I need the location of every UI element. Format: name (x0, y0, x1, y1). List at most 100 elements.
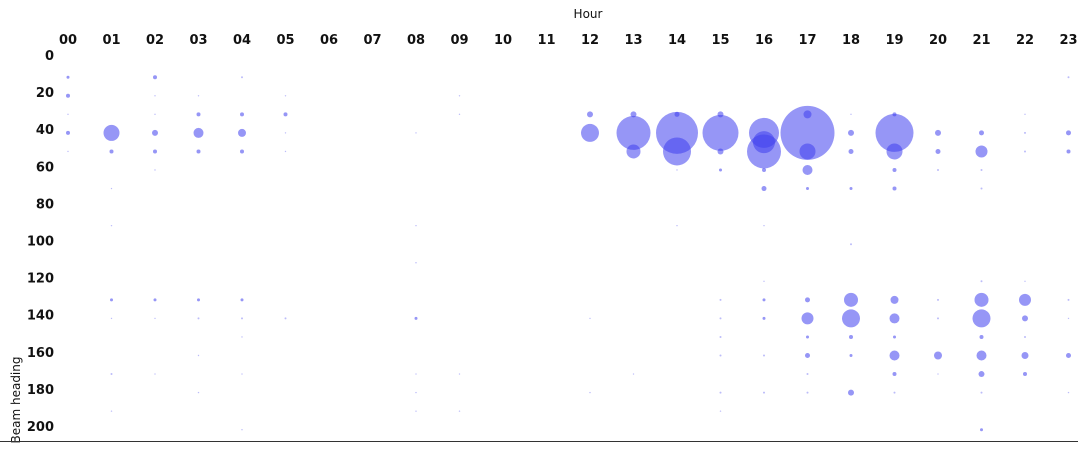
bubble-point (980, 391, 983, 394)
bubble-point (415, 224, 417, 227)
bubble-point (415, 391, 417, 394)
x-tick-label: 18 (842, 33, 860, 48)
bubble-point (844, 292, 858, 307)
bubble-point (415, 262, 417, 264)
bubble-point (976, 350, 987, 361)
bubble-point (980, 187, 983, 190)
y-tick-label: 0 (45, 49, 54, 64)
bubble-point (630, 111, 637, 118)
bubble-point (66, 75, 70, 79)
bubble-point (719, 410, 722, 412)
bubble-point (458, 113, 461, 116)
bubble-point (1024, 113, 1026, 116)
bubble-point (154, 317, 156, 320)
x-tick-label: 23 (1059, 33, 1077, 48)
bubble-point (763, 391, 765, 394)
bubble-point (197, 298, 200, 302)
x-tick-label: 12 (581, 33, 599, 48)
bubble-point (1066, 130, 1071, 136)
y-tick-label: 40 (36, 123, 54, 138)
bubble-point (1066, 149, 1071, 154)
bubble-point (979, 334, 984, 339)
bubble-point (934, 351, 942, 360)
x-axis-title: Hour (574, 7, 603, 21)
bubble-point (589, 391, 591, 394)
bubble-point (153, 149, 157, 154)
bubble-point (1019, 293, 1031, 306)
bubble-point (842, 309, 860, 328)
bubble-point (67, 150, 69, 153)
bubble-point (154, 113, 156, 116)
bubble-point (806, 187, 809, 191)
bubble-point (717, 148, 724, 155)
bubble-point (762, 316, 766, 320)
bubble-point (719, 298, 722, 301)
bubble-point (848, 129, 854, 136)
bubble-point (980, 428, 983, 432)
bubble-point (632, 373, 635, 375)
bubble-point (975, 145, 988, 158)
bubble-point (1022, 315, 1028, 322)
bubble-point (110, 373, 113, 376)
x-tick-label: 01 (102, 33, 120, 48)
bubble-point (719, 335, 722, 338)
y-tick-label: 120 (27, 272, 54, 287)
bubble-point (972, 309, 991, 328)
bubble-point (581, 123, 599, 142)
bubble-point (110, 410, 113, 412)
bubble-point (719, 168, 722, 172)
bubble-point (937, 169, 939, 172)
bubble-point (284, 95, 287, 97)
bubble-point (415, 373, 417, 375)
bubble-point (103, 124, 120, 141)
bubble-point (719, 317, 722, 320)
bubble-point (937, 298, 939, 301)
bubble-point (241, 429, 243, 431)
bubble-point (240, 112, 244, 117)
bubble-point (805, 353, 810, 359)
bubble-point (196, 112, 201, 117)
x-tick-label: 00 (59, 33, 77, 48)
bubble-point (1067, 76, 1070, 79)
bubble-point (676, 224, 678, 227)
y-tick-label: 160 (27, 346, 54, 361)
bubble-point (1066, 353, 1071, 359)
bubble-point (806, 335, 809, 339)
bubble-point (153, 298, 157, 302)
y-tick-label: 60 (36, 160, 54, 175)
bubble-point (1024, 335, 1026, 338)
bubble-point (889, 350, 900, 361)
x-tick-label: 07 (363, 33, 381, 48)
bubble-point (241, 76, 243, 79)
y-tick-label: 140 (27, 309, 54, 324)
y-tick-label: 180 (27, 383, 54, 398)
y-tick-label: 200 (27, 420, 54, 435)
bubble-point (415, 132, 417, 134)
x-tick-label: 13 (624, 33, 642, 48)
bubble-point (886, 143, 903, 160)
x-tick-label: 17 (798, 33, 816, 48)
bubble-point (676, 169, 678, 171)
bubble-point (458, 410, 461, 412)
bubble-point (892, 186, 897, 191)
bubble-point (415, 410, 417, 412)
y-axis-title: Beam heading (9, 357, 23, 444)
bubble-point (849, 354, 853, 358)
bubble-point (849, 334, 853, 339)
bubble-point (974, 292, 989, 307)
bubble-point (1067, 298, 1070, 301)
bubble-point (110, 317, 113, 320)
x-tick-label: 10 (494, 33, 512, 48)
bubble-point (763, 354, 765, 357)
bubble-point (762, 168, 766, 173)
bubble-point (761, 186, 767, 192)
bubble-point (875, 113, 914, 152)
bubble-point (153, 75, 157, 80)
x-tick-label: 02 (146, 33, 164, 48)
bubble-point (1023, 372, 1027, 377)
bubble-point (805, 297, 810, 303)
bubble-point (589, 317, 591, 320)
bubble-point (806, 391, 809, 394)
bubble-point (616, 115, 651, 150)
bubble-point (892, 168, 897, 173)
